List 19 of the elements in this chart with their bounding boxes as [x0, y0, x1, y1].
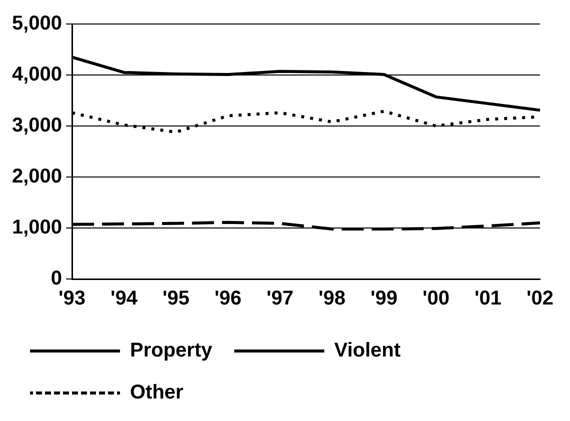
y-tick-label: 3,000 [12, 114, 62, 137]
y-tick-label: 5,000 [12, 12, 62, 35]
legend-label: Other [130, 382, 184, 404]
x-tick-label: '01 [474, 288, 502, 310]
x-tick-label: '98 [318, 288, 346, 310]
y-tick-label: 4,000 [12, 64, 62, 86]
x-tick-label: '95 [162, 288, 190, 310]
y-tick-label: 0 [50, 268, 62, 290]
legend-label: Violent [334, 340, 401, 362]
legend-label: Property [130, 340, 214, 362]
x-tick-label: '02 [526, 288, 554, 310]
y-tick-label: 1,000 [12, 216, 62, 239]
x-tick-label: '99 [370, 288, 398, 310]
x-tick-label: '93 [58, 288, 86, 310]
x-tick-label: '96 [214, 288, 242, 310]
y-tick-label: 2,000 [12, 166, 62, 188]
x-tick-label: '97 [266, 288, 294, 310]
x-tick-label: '00 [422, 288, 450, 310]
x-tick-label: '94 [110, 288, 138, 310]
